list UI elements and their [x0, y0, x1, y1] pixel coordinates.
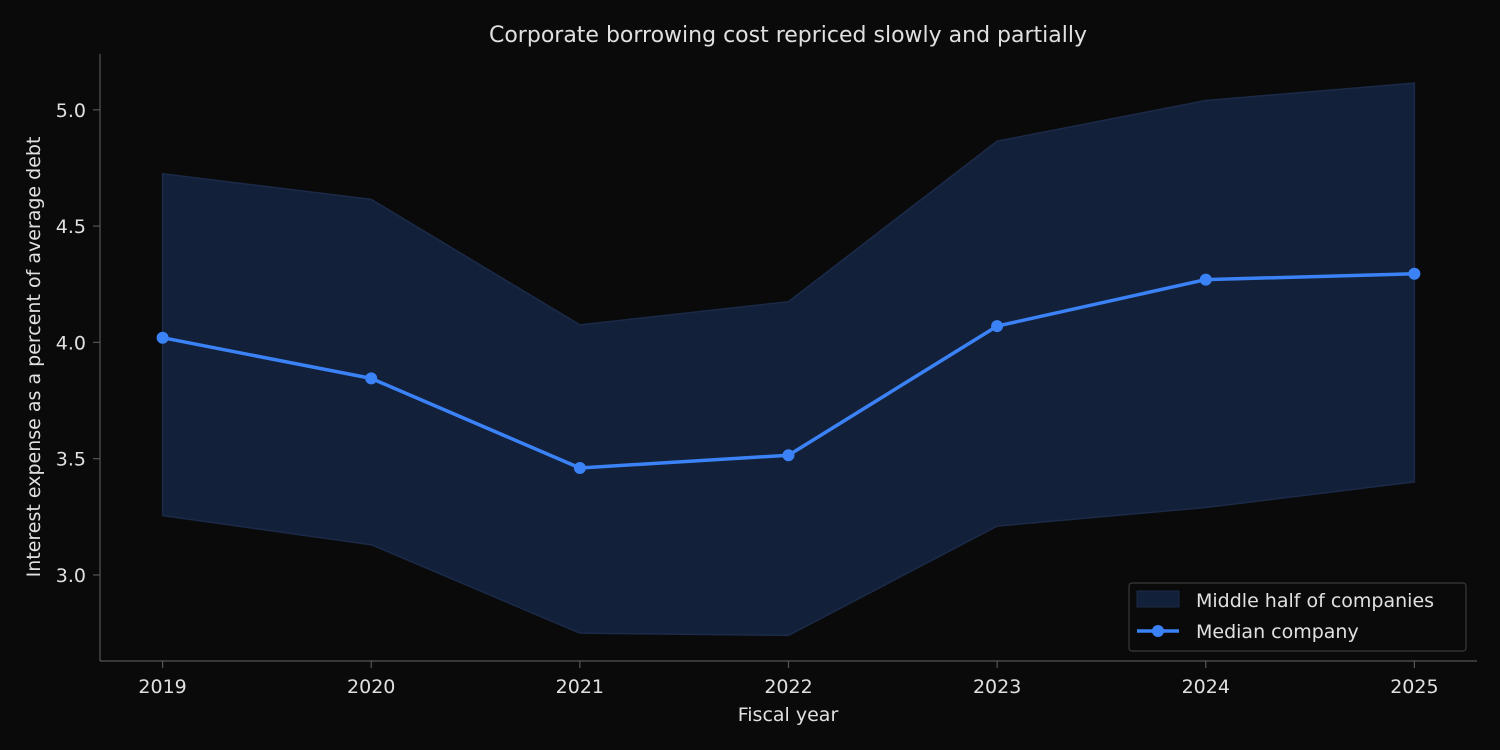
x-tick-label: 2023 [973, 676, 1021, 698]
median-point-2024 [1199, 273, 1212, 286]
band-middle-half [161, 82, 1416, 637]
median-point-2025 [1408, 267, 1421, 280]
legend-label-band: Middle half of companies [1196, 590, 1434, 612]
x-axis-label: Fiscal year [738, 704, 839, 726]
median-point-2019 [156, 331, 169, 344]
legend-swatch-median-marker [1152, 625, 1164, 637]
median-point-2020 [365, 372, 378, 385]
x-tick-label: 2021 [556, 676, 604, 698]
median-point-2023 [991, 320, 1004, 333]
median-point-2021 [573, 462, 586, 474]
y-tick-label: 4.5 [56, 216, 86, 238]
y-tick-label: 4.0 [56, 332, 86, 354]
x-ticks: 2019 2020 2021 2022 2023 2024 2025 [138, 661, 1439, 698]
y-ticks: 3.0 3.5 4.0 4.5 5.0 [56, 100, 100, 587]
y-tick-label: 3.5 [56, 449, 86, 471]
y-tick-label: 3.0 [56, 565, 86, 587]
y-tick-label: 5.0 [56, 100, 86, 122]
legend-frame [1128, 582, 1467, 652]
legend-label-median: Median company [1196, 621, 1359, 643]
x-tick-label: 2025 [1390, 676, 1438, 698]
chart-title: Corporate borrowing cost repriced slowly… [489, 23, 1087, 48]
x-tick-label: 2020 [347, 676, 395, 698]
x-tick-label: 2019 [138, 676, 186, 698]
y-axis-label: Interest expense as a percent of average… [23, 137, 45, 578]
legend-swatch-band [1136, 590, 1180, 608]
plot-area [156, 82, 1421, 637]
x-tick-label: 2024 [1182, 676, 1230, 698]
x-tick-label: 2022 [764, 676, 812, 698]
legend: Middle half of companies Median company [1128, 582, 1467, 652]
median-point-2022 [782, 449, 795, 462]
